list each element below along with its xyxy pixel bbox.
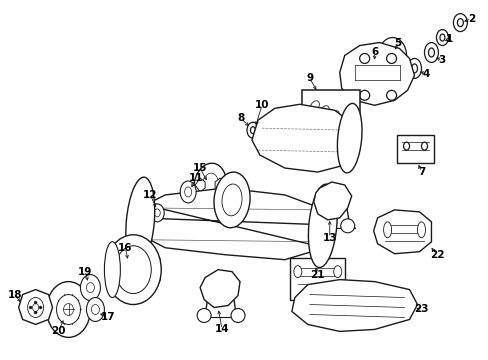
Ellipse shape	[154, 209, 160, 217]
Ellipse shape	[105, 235, 161, 305]
Ellipse shape	[46, 282, 90, 337]
Ellipse shape	[202, 173, 218, 197]
Ellipse shape	[386, 48, 398, 63]
Ellipse shape	[91, 305, 99, 315]
Text: 9: 9	[305, 73, 313, 84]
Text: 12: 12	[142, 190, 157, 200]
Polygon shape	[215, 178, 224, 192]
Ellipse shape	[194, 163, 226, 207]
Text: 16: 16	[118, 243, 132, 253]
Text: 21: 21	[310, 270, 325, 280]
Bar	[301, 90, 359, 138]
Ellipse shape	[27, 298, 43, 318]
Ellipse shape	[184, 187, 191, 197]
Polygon shape	[138, 188, 324, 260]
Text: 18: 18	[7, 289, 22, 300]
Ellipse shape	[361, 53, 385, 84]
Ellipse shape	[439, 34, 444, 41]
Text: 10: 10	[254, 100, 269, 110]
Polygon shape	[195, 178, 204, 192]
Polygon shape	[291, 280, 417, 332]
Polygon shape	[19, 289, 52, 324]
Text: 19: 19	[78, 267, 92, 276]
Ellipse shape	[63, 303, 73, 315]
Text: 13: 13	[322, 233, 336, 243]
Ellipse shape	[337, 103, 361, 173]
Text: 23: 23	[413, 305, 428, 315]
Ellipse shape	[34, 311, 37, 314]
Text: 7: 7	[417, 167, 424, 177]
Ellipse shape	[104, 242, 120, 298]
Text: 1: 1	[445, 33, 452, 44]
Ellipse shape	[81, 275, 100, 301]
Ellipse shape	[368, 62, 378, 75]
Ellipse shape	[452, 14, 467, 32]
Ellipse shape	[125, 177, 154, 266]
Ellipse shape	[39, 306, 42, 309]
Ellipse shape	[180, 181, 196, 203]
Ellipse shape	[436, 30, 447, 45]
Text: 4: 4	[422, 69, 429, 80]
Ellipse shape	[86, 298, 104, 321]
Ellipse shape	[359, 54, 369, 63]
Ellipse shape	[230, 309, 244, 323]
Text: 6: 6	[370, 48, 378, 58]
Ellipse shape	[386, 54, 396, 63]
Text: 3: 3	[438, 55, 445, 66]
Ellipse shape	[293, 266, 301, 278]
Ellipse shape	[57, 294, 81, 324]
Ellipse shape	[308, 184, 336, 267]
Text: 11: 11	[188, 173, 203, 183]
Ellipse shape	[34, 301, 37, 304]
Ellipse shape	[314, 219, 328, 233]
Text: 17: 17	[101, 312, 116, 323]
Text: 2: 2	[467, 14, 474, 24]
Ellipse shape	[340, 219, 354, 233]
Ellipse shape	[421, 142, 427, 150]
Ellipse shape	[197, 309, 211, 323]
Ellipse shape	[150, 204, 164, 222]
Ellipse shape	[29, 306, 32, 309]
Ellipse shape	[33, 303, 39, 311]
Ellipse shape	[411, 64, 417, 73]
Ellipse shape	[403, 142, 408, 150]
Text: 5: 5	[393, 37, 400, 48]
Polygon shape	[313, 182, 351, 220]
Ellipse shape	[222, 184, 242, 216]
Bar	[289, 258, 344, 300]
Ellipse shape	[333, 266, 341, 278]
Ellipse shape	[214, 172, 249, 228]
Text: 22: 22	[429, 250, 444, 260]
Text: 14: 14	[214, 324, 229, 334]
Ellipse shape	[386, 90, 396, 100]
Ellipse shape	[383, 222, 391, 238]
Ellipse shape	[340, 116, 348, 127]
Ellipse shape	[417, 222, 425, 238]
Ellipse shape	[320, 106, 328, 117]
Ellipse shape	[407, 58, 421, 78]
Ellipse shape	[115, 246, 151, 293]
Text: 20: 20	[51, 327, 66, 336]
Polygon shape	[200, 270, 240, 307]
Text: 15: 15	[192, 163, 207, 173]
Bar	[396, 135, 433, 163]
Ellipse shape	[246, 122, 259, 138]
Ellipse shape	[427, 48, 433, 57]
Polygon shape	[373, 210, 430, 254]
Ellipse shape	[378, 37, 406, 73]
Ellipse shape	[86, 283, 94, 293]
Text: 8: 8	[237, 113, 244, 123]
Polygon shape	[339, 42, 414, 105]
Ellipse shape	[456, 19, 463, 27]
Ellipse shape	[424, 42, 438, 62]
Polygon shape	[110, 250, 160, 289]
Ellipse shape	[359, 90, 369, 100]
Ellipse shape	[309, 101, 319, 112]
Ellipse shape	[250, 127, 255, 134]
Polygon shape	[251, 104, 357, 172]
Ellipse shape	[329, 111, 339, 122]
